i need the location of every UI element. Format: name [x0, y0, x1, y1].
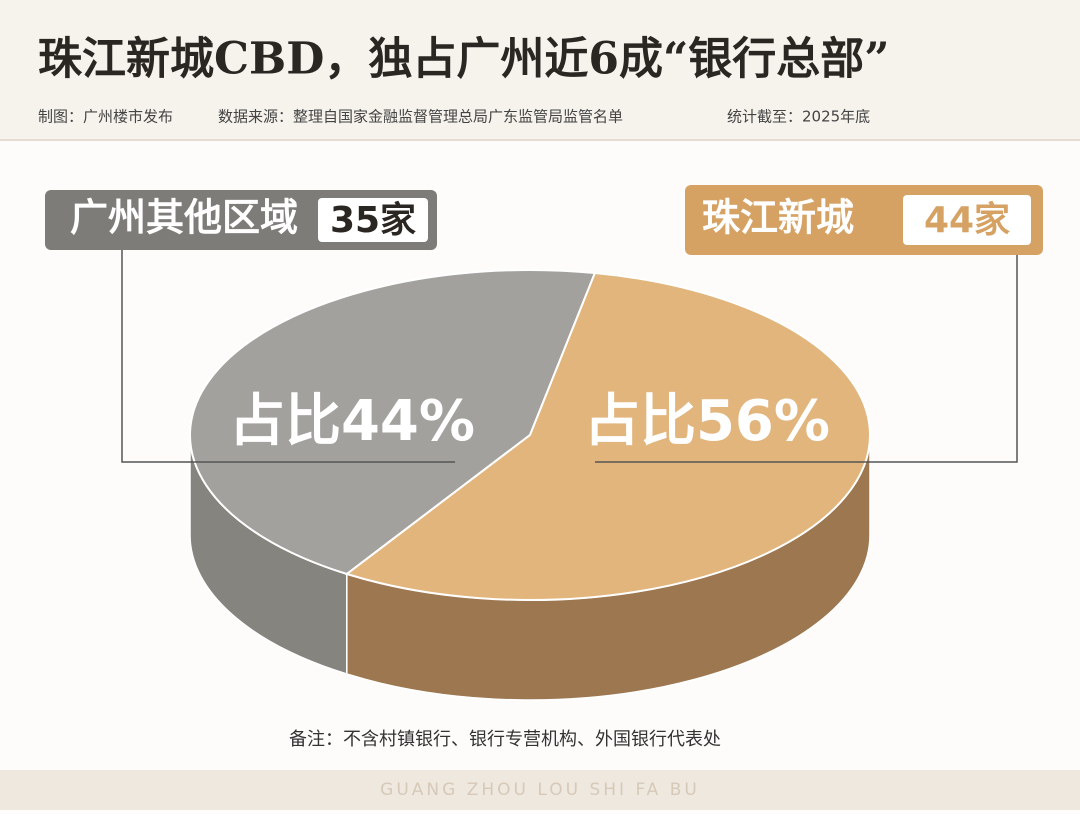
count-label: 35家 [330, 200, 416, 241]
value-label: 占比56% [584, 389, 830, 454]
pie [189, 269, 871, 701]
footer-band [0, 770, 1080, 810]
chart-title: 珠江新城CBD，独占广州近6成“银行总部” [38, 34, 890, 85]
count-box [903, 195, 1031, 245]
credit: 制图：广州楼市发布 [38, 108, 173, 126]
leader-line [121, 250, 455, 463]
credit: 数据来源：整理自国家金融监督管理总局广东监管局监管名单 [218, 108, 623, 126]
pie-slice [189, 269, 597, 576]
count-box [318, 198, 428, 242]
note: 备注：不含村镇银行、银行专营机构、外国银行代表处 [289, 729, 721, 750]
value-label: 占比44% [229, 389, 475, 454]
pie-slice [344, 271, 871, 601]
credit: 统计截至：2025年底 [727, 108, 870, 126]
header-panel [0, 0, 1080, 140]
count-label: 44家 [924, 200, 1010, 241]
leader-line [595, 255, 1018, 463]
category-label: 广州其他区域 [70, 196, 298, 240]
category-label: 珠江新城 [702, 196, 854, 240]
footer: GUANG ZHOU LOU SHI FA BU [380, 780, 700, 800]
